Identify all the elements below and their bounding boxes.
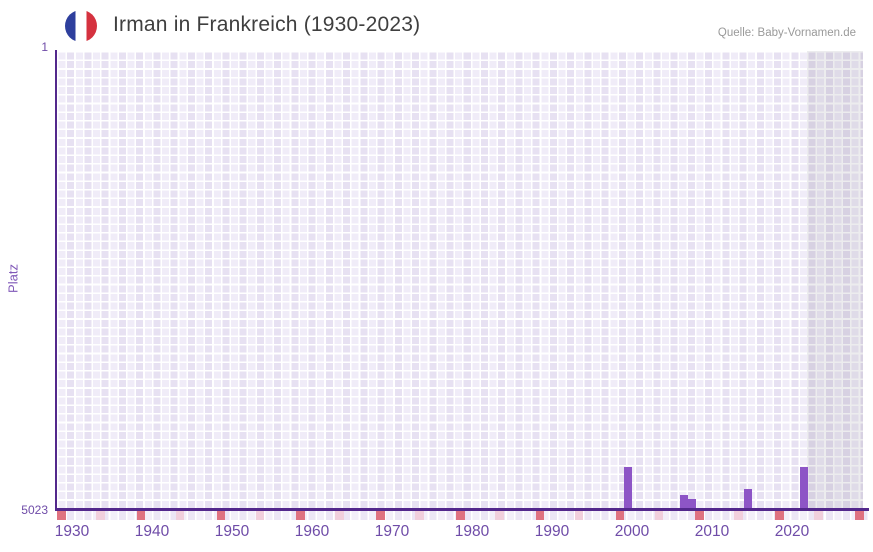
strip-mark-pink (814, 511, 823, 520)
recent-years-band (807, 51, 863, 509)
bar-1999[interactable] (624, 467, 632, 509)
x-tick-1980: 1980 (454, 523, 490, 540)
strip-mark-pink (734, 511, 743, 520)
strip-mark-red (136, 511, 146, 520)
strip-mark-pink (574, 511, 584, 520)
strip-mark-red (615, 511, 625, 520)
y-axis-title: Platz (5, 264, 21, 293)
bar-2014[interactable] (744, 488, 752, 509)
strip-mark-pink (654, 511, 664, 520)
france-flag-icon (65, 10, 97, 42)
x-tick-1970: 1970 (374, 523, 410, 540)
strip-mark-red (695, 511, 704, 520)
strip-mark-red (376, 511, 385, 520)
strip-mark-pink (96, 511, 105, 520)
x-tick-1940: 1940 (134, 523, 170, 540)
source-credit: Quelle: Baby-Vornamen.de (717, 27, 856, 39)
strip-mark-red (855, 511, 864, 520)
strip-mark-pink (335, 511, 344, 520)
y-axis-line (55, 50, 58, 510)
strip-mark-pink (415, 511, 424, 520)
bar-2007[interactable] (688, 499, 696, 509)
bar-2006[interactable] (680, 495, 688, 509)
strip-mark-red (216, 511, 226, 520)
plot-area (57, 51, 863, 509)
strip-mark-red (775, 511, 784, 520)
strip-mark-red (57, 511, 66, 520)
x-tick-2020: 2020 (774, 523, 810, 540)
strip-mark-red (456, 511, 465, 520)
axis-decoration-strip (57, 511, 869, 520)
strip-mark-pink (175, 511, 185, 520)
y-tick-top: 1 (41, 40, 48, 54)
x-tick-2010: 2010 (694, 523, 730, 540)
strip-mark-pink (495, 511, 504, 520)
x-tick-1950: 1950 (214, 523, 250, 540)
bar-2021[interactable] (800, 467, 808, 509)
strip-mark-red (296, 511, 305, 520)
x-axis-ticks: 1930 1940 1950 1960 1970 1980 1990 2000 2010 2020 (54, 523, 869, 545)
strip-mark-pink (255, 511, 265, 520)
strip-mark-red (535, 511, 545, 520)
chart-title: Irman in Frankreich (1930-2023) (113, 13, 421, 36)
x-tick-2000: 2000 (614, 523, 650, 540)
x-tick-1990: 1990 (534, 523, 570, 540)
x-tick-1930: 1930 (54, 523, 90, 540)
x-tick-1960: 1960 (294, 523, 330, 540)
y-tick-bottom: 5023 (21, 503, 48, 517)
x-axis-line (55, 508, 869, 511)
